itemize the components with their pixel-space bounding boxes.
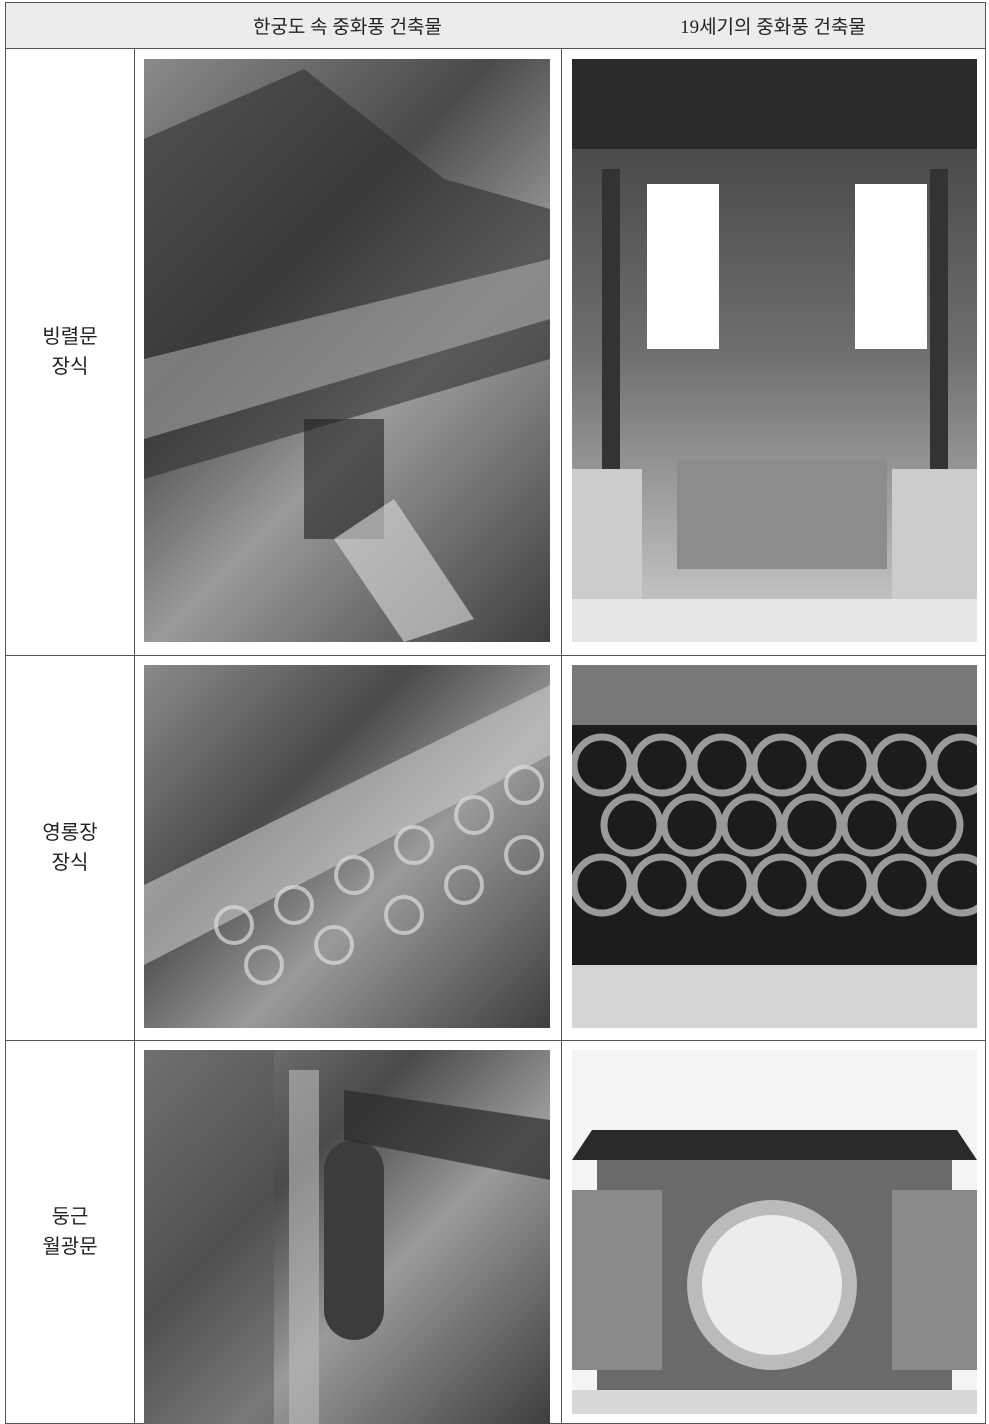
- image-cell: [134, 1040, 562, 1424]
- row-label: 영롱장 장식: [5, 655, 135, 1041]
- painting-image: [144, 665, 550, 1028]
- image-cell: [134, 655, 562, 1041]
- photo-image: [572, 59, 977, 642]
- painting-image: [144, 1050, 550, 1424]
- label-line: 장식: [51, 851, 89, 874]
- label-line: 월광문: [42, 1235, 98, 1258]
- row-label: 빙렬문 장식: [5, 48, 135, 656]
- photo-image: [572, 665, 977, 1028]
- image-cell: [561, 655, 986, 1041]
- photo-image: [572, 1050, 977, 1414]
- image-cell: [561, 48, 986, 656]
- image-cell: [561, 1040, 986, 1424]
- label-line: 장식: [51, 355, 89, 378]
- header-cell: [5, 2, 135, 49]
- label-line: 둥근: [51, 1205, 89, 1228]
- header-cell: 한궁도 속 중화풍 건축물: [134, 2, 562, 49]
- label-line: 빙렬문: [42, 325, 98, 348]
- header-cell: 19세기의 중화풍 건축물: [561, 2, 986, 49]
- label-line: 영롱장: [42, 821, 98, 844]
- row-label: 둥근 월광문: [5, 1040, 135, 1424]
- painting-image: [144, 59, 550, 642]
- image-cell: [134, 48, 562, 656]
